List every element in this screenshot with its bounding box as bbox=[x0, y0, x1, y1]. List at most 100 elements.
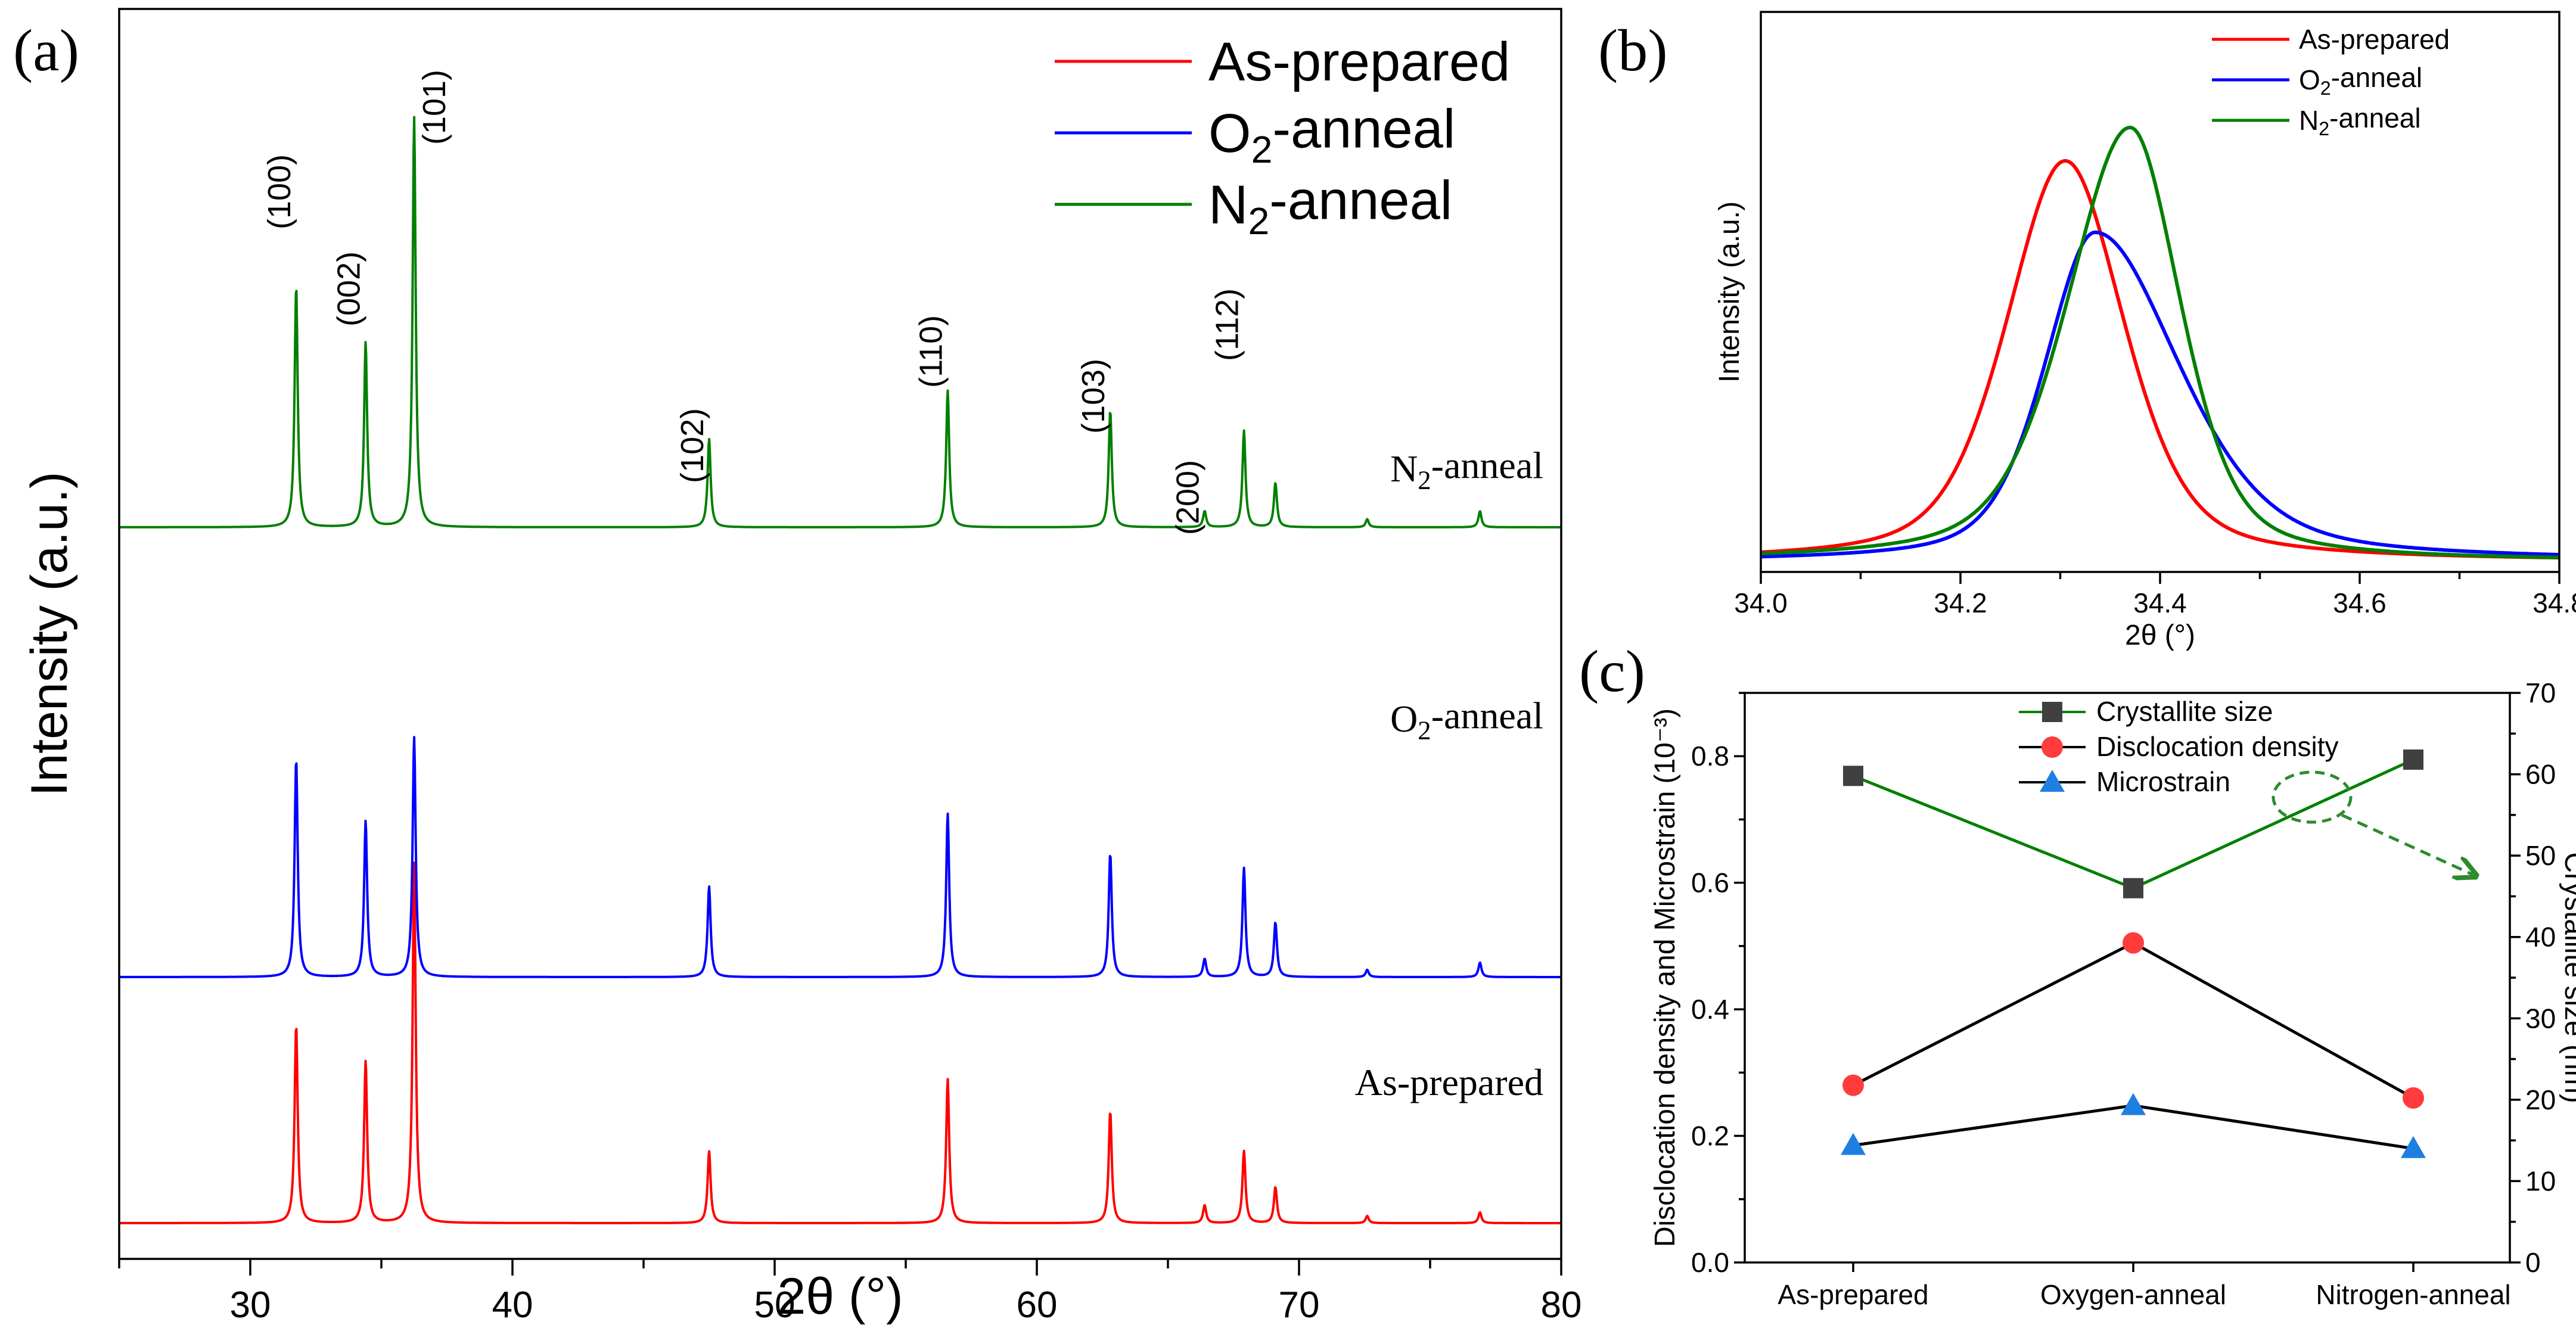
curve-label-sub: 2 bbox=[1418, 465, 1431, 495]
x-tick-label: 30 bbox=[230, 1285, 271, 1326]
legend-label-as-prepared-base: As-prepared bbox=[1208, 32, 1510, 92]
legend-label-n2-anneal: N2-anneal bbox=[1208, 170, 1452, 242]
peak-label: (002) bbox=[331, 251, 367, 326]
panel-a-peak-labels: (100) (002) (101) (102) (110) (103) (200) (112) bbox=[262, 70, 1245, 535]
x-tick-label: 34.2 bbox=[1934, 587, 1987, 618]
peak-label: (103) bbox=[1076, 359, 1111, 434]
peak-label: (110) bbox=[913, 315, 949, 388]
panel-b-y-axis-title: Intensity (a.u.) bbox=[1714, 201, 1745, 382]
curve-label-base: As-prepared bbox=[1355, 1061, 1543, 1103]
panel-a-curves bbox=[119, 116, 1562, 1224]
legend-label-microstrain: Microstrain bbox=[2096, 766, 2230, 797]
panel-b-x-ticks: 34.0 34.2 34.4 34.6 34.8 bbox=[1734, 572, 2576, 618]
panel-a-x-ticks: 30 40 50 60 70 80 bbox=[118, 1259, 1582, 1326]
legend-label-o2-anneal-base: O bbox=[1208, 103, 1251, 164]
legend-label-n2-anneal-sub: 2 bbox=[2319, 118, 2329, 139]
panel-a-y-axis-title: Intensity (a.u.) bbox=[21, 472, 78, 797]
data-point-crystallite-size bbox=[2403, 749, 2423, 770]
legend-label-as-prepared: As-prepared bbox=[2299, 24, 2450, 55]
legend-label-crystallite-size: Crystallite size bbox=[2096, 696, 2273, 727]
panel-c-lines bbox=[1852, 758, 2415, 1150]
y-left-tick-label: 0.6 bbox=[1691, 867, 1729, 898]
y-right-tick-label: 30 bbox=[2525, 1003, 2556, 1034]
x-tick-label: 60 bbox=[1017, 1285, 1058, 1326]
panel-b-frame bbox=[1760, 11, 2561, 573]
y-right-tick-label: 70 bbox=[2525, 677, 2556, 708]
y-left-tick-label: 0.8 bbox=[1691, 741, 1729, 772]
panel-c: (c) Crystallite size Disclocation density… bbox=[1579, 638, 2576, 1310]
legend-label-o2-anneal-sub: 2 bbox=[2320, 77, 2331, 99]
xrd-curve-n2-anneal bbox=[119, 116, 1562, 528]
crystallite-size-arrow bbox=[2341, 813, 2473, 875]
curve-label-rest: -anneal bbox=[1431, 695, 1543, 737]
data-point-disclocation-density bbox=[2403, 1087, 2424, 1109]
legend-label-o2-anneal: O2-anneal bbox=[2299, 62, 2422, 99]
data-point-disclocation-density bbox=[1842, 1074, 1864, 1096]
legend-label-n2-anneal-sub: 2 bbox=[1248, 200, 1269, 242]
panel-c-y-axis-title-left-text: Disclocation density and Microstrain bbox=[1649, 791, 1681, 1248]
curve-label-rest: -anneal bbox=[1431, 444, 1543, 487]
panel-c-label: (c) bbox=[1579, 638, 1645, 704]
panel-b-x-axis-title: 2θ (°) bbox=[2125, 620, 2195, 651]
y-left-tick-label: 0.4 bbox=[1691, 994, 1729, 1025]
x-category-label: As-prepared bbox=[1778, 1279, 1928, 1310]
curve-label-sub: 2 bbox=[1418, 716, 1431, 745]
legend-label-n2-anneal-base: N bbox=[2299, 105, 2319, 136]
panel-c-y-axis-title-right: Crystallite size (nm) bbox=[2559, 852, 2576, 1103]
peak-label: (102) bbox=[675, 408, 710, 483]
panel-c-y-ticks-right: 0 10 20 30 40 50 60 70 bbox=[2510, 677, 2556, 1278]
data-point-crystallite-size bbox=[2123, 878, 2143, 898]
x-tick-label: 34.8 bbox=[2533, 587, 2576, 618]
legend-label-n2-anneal-rest: -anneal bbox=[2329, 102, 2420, 133]
legend-label-o2-anneal-rest: -anneal bbox=[2331, 62, 2422, 93]
y-left-tick-label: 0.0 bbox=[1691, 1247, 1729, 1278]
y-left-tick-label: 0.2 bbox=[1691, 1121, 1729, 1152]
curve-label: O2-anneal bbox=[1390, 695, 1543, 745]
x-tick-label: 34.0 bbox=[1734, 587, 1788, 618]
legend-label-as-prepared: As-prepared bbox=[1208, 32, 1510, 92]
zoom-curve-as-prepared bbox=[1760, 159, 2560, 560]
panel-c-markers bbox=[1841, 749, 2426, 1158]
panel-c-x-ticks: As-prepared Oxygen-anneal Nitrogen-anneal bbox=[1778, 1262, 2511, 1310]
panel-b-label: (b) bbox=[1598, 17, 1668, 83]
curve-label: N2-anneal bbox=[1390, 444, 1543, 495]
x-category-label: Nitrogen-anneal bbox=[2316, 1279, 2510, 1310]
y-right-tick-label: 0 bbox=[2525, 1247, 2541, 1278]
legend-label-disclocation-density: Disclocation density bbox=[2096, 731, 2339, 762]
peak-label: (100) bbox=[262, 154, 297, 229]
x-tick-label: 34.4 bbox=[2133, 587, 2187, 618]
y-right-tick-label: 40 bbox=[2525, 922, 2556, 953]
curve-label: As-prepared bbox=[1355, 1061, 1543, 1103]
x-category-label: Oxygen-anneal bbox=[2040, 1279, 2226, 1310]
curve-label-base: O bbox=[1390, 698, 1418, 740]
legend-label-n2-anneal-base: N bbox=[1208, 175, 1248, 235]
peak-label: (112) bbox=[1210, 288, 1245, 361]
legend-label-n2-anneal-rest: -anneal bbox=[1269, 170, 1452, 231]
legend-label-o2-anneal-rest: -anneal bbox=[1272, 98, 1455, 159]
data-point-crystallite-size bbox=[1843, 766, 1863, 786]
panel-c-y-axis-title-left: Disclocation density and Microstrain (10⁻… bbox=[1649, 708, 1681, 1247]
x-tick-label: 50 bbox=[754, 1285, 796, 1326]
legend-label-o2-anneal: O2-anneal bbox=[1208, 98, 1455, 171]
x-tick-label: 80 bbox=[1541, 1285, 1582, 1326]
y-right-tick-label: 20 bbox=[2525, 1084, 2556, 1115]
panel-c-y-ticks-left: 0.0 0.2 0.4 0.6 0.8 bbox=[1691, 692, 1745, 1278]
xrd-curve-o2-anneal bbox=[119, 736, 1562, 978]
legend-marker-disclocation-density bbox=[2041, 736, 2063, 758]
xrd-curve-as-prepared bbox=[119, 862, 1562, 1224]
curve-label-base: N bbox=[1390, 447, 1418, 490]
data-point-microstrain bbox=[1841, 1133, 1866, 1155]
panel-c-y-axis-title-left-unit: (10⁻³) bbox=[1649, 708, 1681, 784]
peak-label: (200) bbox=[1170, 460, 1206, 535]
peak-label: (101) bbox=[417, 70, 452, 145]
y-right-tick-label: 60 bbox=[2525, 759, 2556, 790]
crystallite-size-ellipse bbox=[2272, 770, 2353, 824]
x-tick-label: 70 bbox=[1279, 1285, 1320, 1326]
legend-marker-crystallite-size bbox=[2042, 702, 2062, 722]
panel-b-curves bbox=[1760, 126, 2560, 560]
data-point-disclocation-density bbox=[2123, 932, 2144, 954]
legend-label-as-prepared-base: As-prepared bbox=[2299, 24, 2450, 55]
